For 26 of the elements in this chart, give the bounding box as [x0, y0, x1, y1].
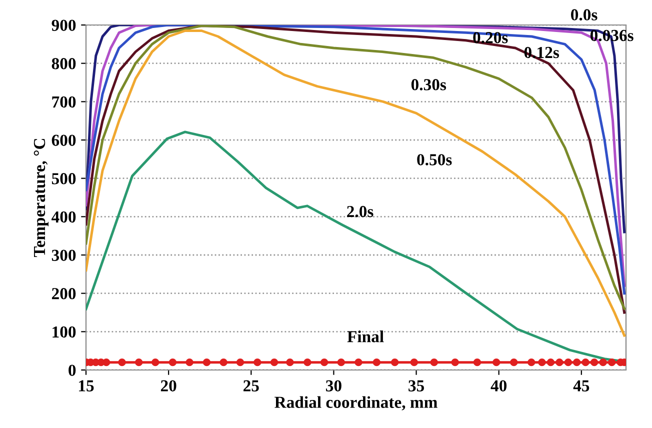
x-axis-title: Radial coordinate, mm [274, 396, 438, 410]
x-tick-label: 30 [326, 380, 342, 392]
x-tick-label: 35 [408, 380, 424, 392]
x-tick-label: 45 [573, 380, 590, 392]
y-tick-label: 0 [68, 364, 76, 376]
y-tick-label: 400 [52, 211, 76, 223]
y-tick-label: 200 [52, 288, 76, 300]
y-axis-title: Temperature, °C [34, 138, 48, 258]
x-tick-label: 20 [160, 380, 176, 392]
series-label: 0.50s [417, 154, 452, 166]
y-tick-label: 500 [52, 173, 76, 184]
x-tick-label: 15 [79, 380, 94, 392]
series-label: 0.0s [571, 9, 598, 20]
series-label: 0.20s [473, 32, 508, 44]
x-tick-label: 40 [490, 380, 507, 392]
y-tick-label: 600 [52, 134, 76, 146]
series-label: Final [347, 330, 384, 342]
y-tick-label: 300 [52, 250, 76, 261]
series-label: 2.0s [347, 206, 374, 218]
series-label: 0.12s [524, 46, 560, 58]
y-tick-label: 800 [52, 58, 76, 70]
y-tick-label: 100 [52, 326, 76, 338]
x-tick-label: 25 [244, 380, 259, 392]
series-label: 0.30s [411, 79, 446, 90]
y-tick-label: 700 [52, 96, 76, 108]
y-tick-label: 900 [52, 20, 76, 31]
